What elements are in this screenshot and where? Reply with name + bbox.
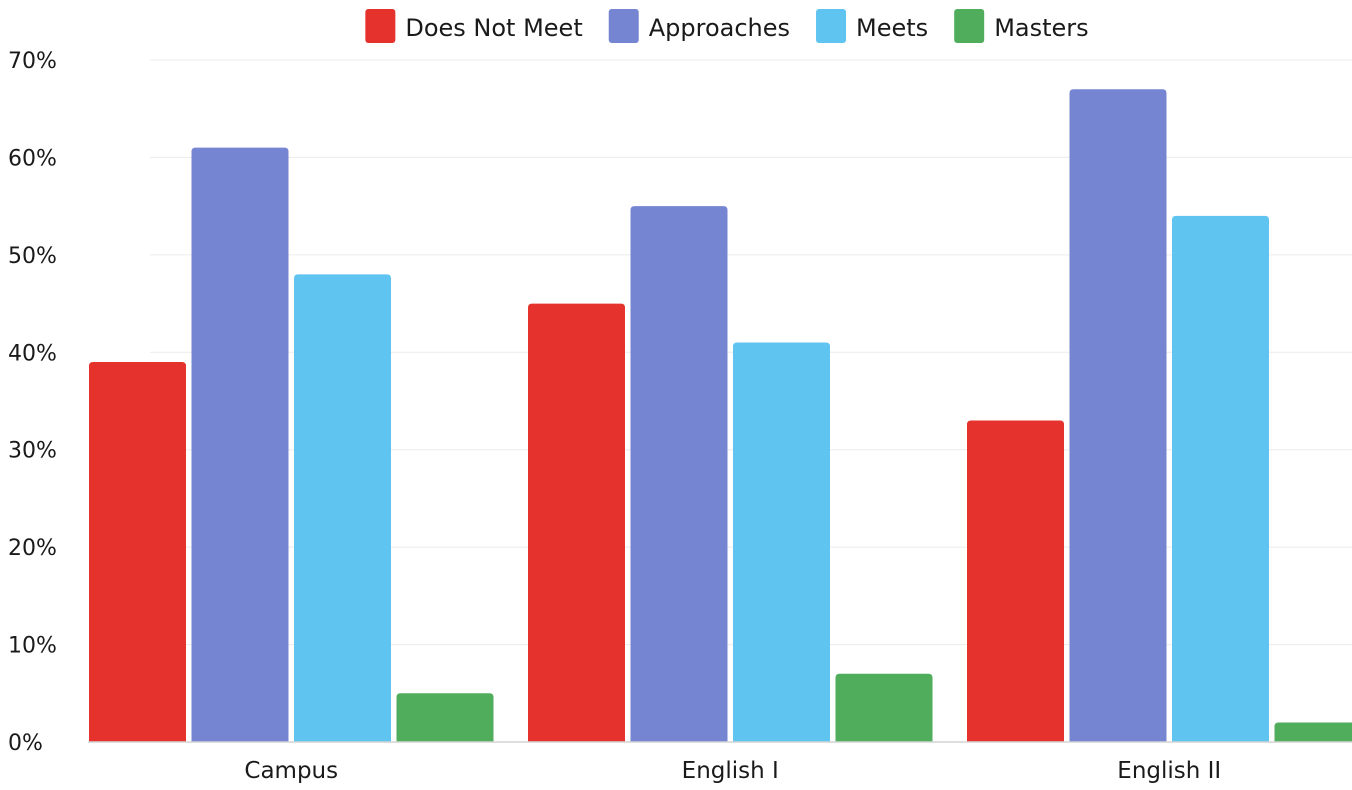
- x-tick-label: English I: [682, 758, 779, 784]
- x-tick-label: Campus: [244, 758, 338, 784]
- bar-meets-english-ii: [1172, 215, 1269, 742]
- legend: Does Not Meet Approaches Meets Masters: [365, 9, 1089, 43]
- legend-label: Does Not Meet: [405, 14, 582, 42]
- y-axis: 0% 10% 20% 30% 40% 50% 60% 70%: [8, 49, 57, 756]
- bar-meets-english-i: [733, 342, 830, 742]
- y-tick-label: 70%: [8, 49, 57, 74]
- y-tick-label: 50%: [8, 244, 57, 269]
- legend-swatch: [365, 9, 396, 43]
- y-tick-label: 30%: [8, 439, 57, 464]
- y-tick-label: 10%: [8, 634, 57, 659]
- bar-masters-english-i: [835, 673, 933, 742]
- y-tick-label: 60%: [8, 146, 57, 171]
- x-tick-label: English II: [1117, 758, 1221, 784]
- bar-does-not-meet-campus: [89, 362, 186, 742]
- bar-approaches-english-i: [630, 206, 728, 743]
- legend-swatch: [954, 9, 985, 43]
- bar-does-not-meet-english-i: [528, 303, 625, 742]
- bar-meets-campus: [294, 274, 391, 742]
- bar-masters-english-ii: [1274, 722, 1352, 742]
- y-tick-label: 40%: [8, 341, 57, 366]
- legend-swatch: [816, 9, 847, 43]
- y-tick-label: 0%: [8, 731, 43, 756]
- bars: [89, 89, 1352, 743]
- legend-label: Approaches: [649, 14, 790, 42]
- bar-approaches-campus: [191, 147, 289, 742]
- legend-swatch: [608, 9, 639, 43]
- x-axis: Campus English I English II: [244, 758, 1221, 784]
- bar-approaches-english-ii: [1069, 89, 1167, 742]
- bar-masters-campus: [396, 693, 494, 742]
- legend-label: Masters: [994, 14, 1088, 42]
- legend-label: Meets: [856, 14, 928, 42]
- bar-does-not-meet-english-ii: [967, 420, 1064, 742]
- y-tick-label: 20%: [8, 536, 57, 561]
